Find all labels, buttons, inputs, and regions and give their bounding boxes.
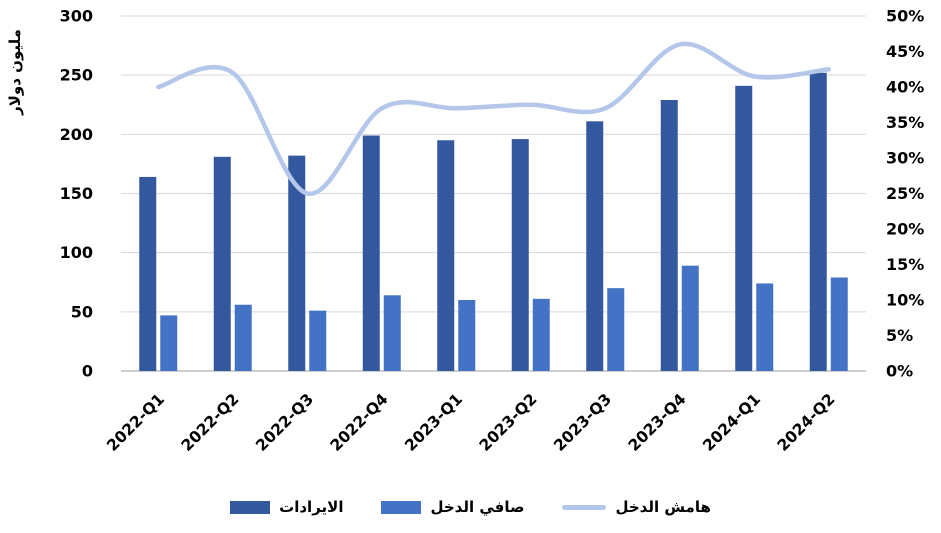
revenue-swatch-icon xyxy=(230,500,271,514)
x-tick-label: 2022-Q1 xyxy=(103,390,168,455)
bar-revenue xyxy=(213,156,231,371)
y-right-tick-label: 10% xyxy=(886,291,924,310)
y-right-tick-label: 50% xyxy=(886,7,924,26)
y-left-tick-label: 250 xyxy=(60,66,93,85)
legend-label-net-income: صافي الدخل xyxy=(430,498,525,516)
x-tick-label: 2023-Q1 xyxy=(401,390,466,455)
legend-item-net-income: صافي الدخل xyxy=(381,498,524,516)
bar-revenue xyxy=(362,135,380,371)
bar-revenue xyxy=(511,139,529,371)
y-left-tick-label: 50 xyxy=(71,302,93,321)
bar-net-income xyxy=(830,277,848,371)
chart-canvas: 0 50 100 150 200 250 300 0% 5% 10% 15% 20% 25% 30% 35%… xyxy=(60,7,925,455)
y-right-tick-label: 45% xyxy=(886,42,924,61)
y-right-tick-label: 20% xyxy=(886,220,924,239)
y-right-tick-label: 5% xyxy=(886,326,913,345)
bar-net-income xyxy=(756,283,774,371)
x-tick-label: 2024-Q2 xyxy=(774,390,839,455)
y-left-tick-label: 100 xyxy=(60,243,93,262)
y-right-tick-label: 30% xyxy=(886,149,924,168)
margin-line xyxy=(156,41,832,196)
bar-net-income xyxy=(160,315,178,371)
legend-item-margin: هامش الدخل xyxy=(562,498,711,516)
x-tick-label: 2023-Q4 xyxy=(625,390,690,455)
bar-revenue xyxy=(809,72,827,372)
x-tick-label: 2023-Q3 xyxy=(550,390,615,455)
bar-net-income xyxy=(309,310,327,371)
y-left-tick-label: 300 xyxy=(60,7,93,26)
y-right-tick-label: 40% xyxy=(886,78,924,97)
x-tick-label: 2024-Q1 xyxy=(699,390,764,455)
net-income-swatch-icon xyxy=(381,500,422,514)
x-tick-label: 2023-Q2 xyxy=(476,390,541,455)
bar-net-income xyxy=(532,298,550,371)
y-axis-title: مليون دولار xyxy=(6,29,24,115)
y-right-tick-label: 0% xyxy=(886,362,913,381)
y-right-tick-label: 25% xyxy=(886,184,924,203)
y-left-tick-label: 200 xyxy=(60,125,93,144)
legend-label-margin: هامش الدخل xyxy=(615,498,711,516)
y-right-tick-label: 15% xyxy=(886,255,924,274)
bar-revenue xyxy=(437,140,455,371)
bar-net-income xyxy=(383,295,401,371)
bar-revenue xyxy=(586,121,604,371)
x-tick-label: 2022-Q2 xyxy=(178,390,243,455)
x-tick-label: 2022-Q4 xyxy=(327,390,392,455)
bar-net-income xyxy=(681,265,699,371)
y-right-tick-label: 35% xyxy=(886,113,924,132)
bar-revenue xyxy=(288,155,306,371)
legend-label-revenue: الايرادات xyxy=(279,498,344,516)
bar-net-income xyxy=(607,288,625,371)
x-tick-label: 2022-Q3 xyxy=(252,390,317,455)
y-left-tick-label: 0 xyxy=(82,362,93,381)
bar-revenue xyxy=(660,100,678,372)
y-left-tick-label: 150 xyxy=(60,184,93,203)
bar-revenue xyxy=(139,176,157,371)
bar-revenue xyxy=(735,85,753,372)
legend-item-revenue: الايرادات xyxy=(230,498,343,516)
bar-net-income xyxy=(234,304,252,371)
margin-line-swatch-icon xyxy=(562,504,607,510)
legend: الايرادات صافي الدخل هامش الدخل xyxy=(0,490,941,524)
bar-net-income xyxy=(458,300,476,371)
